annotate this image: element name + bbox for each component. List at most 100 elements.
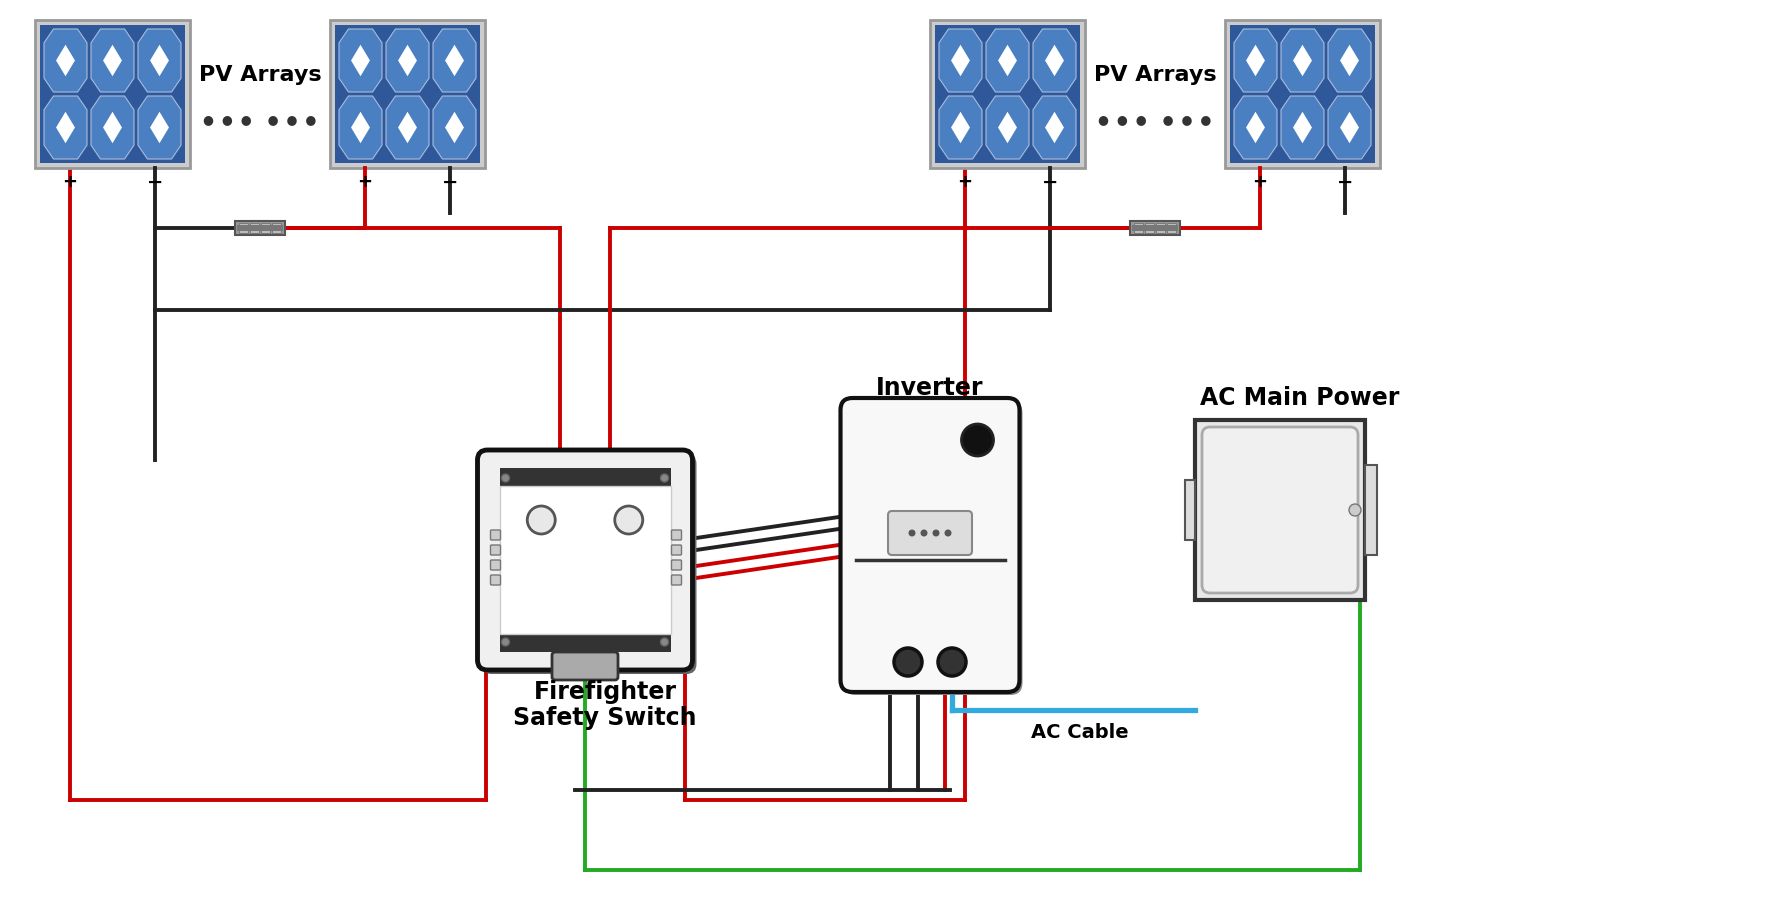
Polygon shape bbox=[1033, 29, 1077, 92]
Polygon shape bbox=[951, 112, 971, 143]
Bar bbox=[1132, 225, 1177, 231]
FancyBboxPatch shape bbox=[843, 401, 1022, 695]
FancyBboxPatch shape bbox=[672, 560, 681, 570]
Polygon shape bbox=[1340, 112, 1360, 143]
Polygon shape bbox=[951, 45, 971, 76]
FancyBboxPatch shape bbox=[672, 545, 681, 555]
Polygon shape bbox=[1328, 96, 1370, 159]
Text: ●  ●  ●    ●  ●  ●: ● ● ● ● ● ● bbox=[203, 113, 316, 126]
Text: +: + bbox=[958, 173, 972, 191]
FancyBboxPatch shape bbox=[672, 575, 681, 585]
Text: −: − bbox=[442, 173, 458, 192]
Polygon shape bbox=[150, 112, 170, 143]
Bar bbox=[334, 25, 479, 163]
Bar bbox=[1195, 420, 1365, 600]
Bar bbox=[500, 486, 670, 634]
Bar bbox=[262, 223, 271, 233]
Bar bbox=[1365, 465, 1377, 555]
Polygon shape bbox=[1328, 29, 1370, 92]
Bar bbox=[239, 223, 248, 233]
Circle shape bbox=[932, 529, 939, 537]
Bar bbox=[35, 20, 189, 168]
Circle shape bbox=[661, 474, 668, 482]
Polygon shape bbox=[57, 112, 74, 143]
Polygon shape bbox=[352, 112, 370, 143]
Polygon shape bbox=[1045, 112, 1064, 143]
Text: AC Cable: AC Cable bbox=[1031, 722, 1128, 741]
FancyBboxPatch shape bbox=[1202, 427, 1358, 593]
Polygon shape bbox=[433, 96, 476, 159]
FancyBboxPatch shape bbox=[672, 530, 681, 540]
Polygon shape bbox=[999, 45, 1017, 76]
FancyBboxPatch shape bbox=[840, 398, 1020, 692]
Circle shape bbox=[921, 529, 928, 537]
Polygon shape bbox=[339, 29, 382, 92]
Circle shape bbox=[1349, 504, 1361, 516]
Circle shape bbox=[502, 638, 509, 646]
Polygon shape bbox=[339, 96, 382, 159]
Polygon shape bbox=[1282, 96, 1324, 159]
Polygon shape bbox=[398, 112, 417, 143]
Bar bbox=[935, 25, 1080, 163]
Bar bbox=[1146, 223, 1155, 233]
Text: −: − bbox=[1041, 173, 1059, 192]
Text: +: + bbox=[1252, 173, 1268, 191]
Text: AC Main Power: AC Main Power bbox=[1200, 386, 1400, 410]
Polygon shape bbox=[939, 96, 981, 159]
Circle shape bbox=[939, 648, 965, 676]
Text: PV Arrays: PV Arrays bbox=[1094, 65, 1216, 85]
Bar bbox=[249, 223, 258, 233]
Polygon shape bbox=[103, 112, 122, 143]
Polygon shape bbox=[999, 112, 1017, 143]
Polygon shape bbox=[90, 29, 134, 92]
Polygon shape bbox=[385, 29, 430, 92]
Text: Inverter: Inverter bbox=[877, 376, 983, 400]
Polygon shape bbox=[1045, 45, 1064, 76]
Bar bbox=[500, 634, 670, 652]
FancyBboxPatch shape bbox=[477, 450, 693, 670]
Text: +: + bbox=[357, 173, 373, 191]
Text: −: − bbox=[147, 173, 163, 192]
Polygon shape bbox=[44, 29, 87, 92]
Bar bbox=[1130, 221, 1179, 235]
Polygon shape bbox=[1282, 29, 1324, 92]
Circle shape bbox=[661, 638, 668, 646]
Bar bbox=[235, 221, 285, 235]
Text: PV Arrays: PV Arrays bbox=[198, 65, 322, 85]
Polygon shape bbox=[1292, 112, 1312, 143]
Text: +: + bbox=[62, 173, 78, 191]
FancyBboxPatch shape bbox=[552, 652, 619, 680]
Bar bbox=[1231, 25, 1376, 163]
Circle shape bbox=[527, 506, 555, 534]
Bar bbox=[272, 223, 281, 233]
Polygon shape bbox=[138, 96, 180, 159]
FancyBboxPatch shape bbox=[490, 530, 500, 540]
Circle shape bbox=[895, 648, 921, 676]
Polygon shape bbox=[987, 29, 1029, 92]
Polygon shape bbox=[385, 96, 430, 159]
Polygon shape bbox=[1246, 45, 1264, 76]
Polygon shape bbox=[1292, 45, 1312, 76]
Polygon shape bbox=[939, 29, 981, 92]
FancyBboxPatch shape bbox=[481, 454, 697, 674]
Bar bbox=[930, 20, 1086, 168]
Bar bbox=[237, 225, 283, 231]
Circle shape bbox=[502, 474, 509, 482]
Polygon shape bbox=[1033, 96, 1077, 159]
Polygon shape bbox=[103, 45, 122, 76]
Polygon shape bbox=[1234, 96, 1276, 159]
Bar bbox=[500, 468, 670, 486]
Text: Safety Switch: Safety Switch bbox=[513, 706, 697, 730]
Circle shape bbox=[615, 506, 644, 534]
Bar bbox=[1156, 223, 1165, 233]
Polygon shape bbox=[433, 29, 476, 92]
FancyBboxPatch shape bbox=[888, 511, 972, 555]
Polygon shape bbox=[1340, 45, 1360, 76]
Polygon shape bbox=[1234, 29, 1276, 92]
Text: Firefighter: Firefighter bbox=[534, 680, 677, 704]
Bar bbox=[1185, 480, 1195, 540]
Polygon shape bbox=[150, 45, 170, 76]
Text: ●  ●  ●    ●  ●  ●: ● ● ● ● ● ● bbox=[1098, 113, 1211, 126]
Bar bbox=[331, 20, 484, 168]
FancyBboxPatch shape bbox=[490, 545, 500, 555]
